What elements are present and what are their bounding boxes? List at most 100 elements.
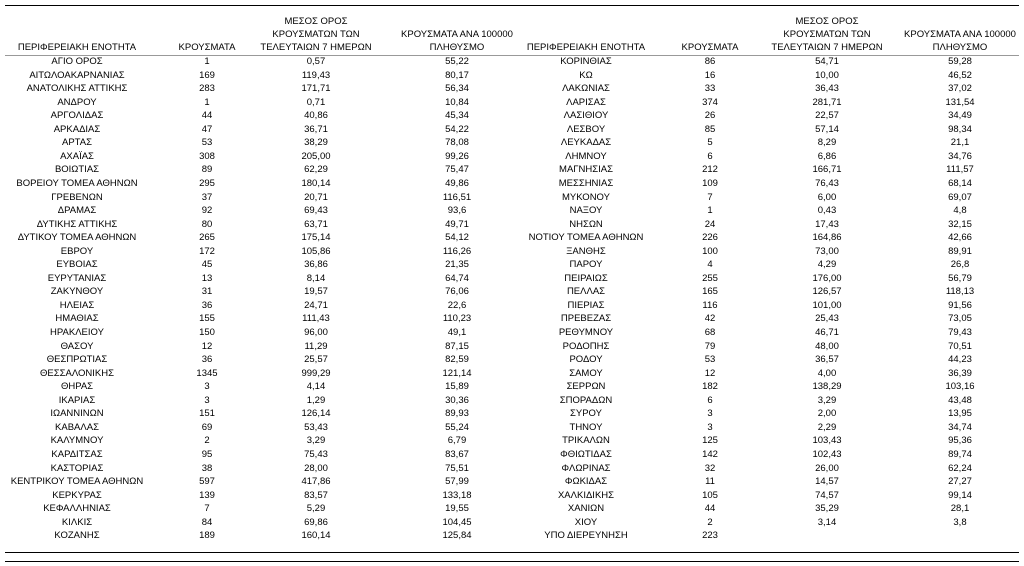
weekly-average-cell: 0,57	[306, 56, 326, 67]
per-100k-cell: 103,16	[945, 381, 975, 393]
per-100k-cell: 44,23	[948, 354, 972, 366]
per-100k-cell: 95,36	[948, 435, 972, 447]
per-100k-cell: 30,36	[445, 394, 469, 406]
cases-cell: 155	[199, 313, 215, 325]
per-100k-cell: 79,43	[948, 327, 972, 338]
per-100k-cell: 46,52	[948, 69, 972, 81]
per-100k-cell: 57,99	[445, 476, 469, 488]
cases-cell: 44	[201, 110, 213, 122]
column-header: ΠΕΡΙΦΕΡΕΙΑΚΗ ΕΝΟΤΗΤΑ	[17, 42, 137, 53]
weekly-average-cell: 171,71	[301, 83, 331, 95]
region-cell: ΗΛΕΙΑΣ	[59, 299, 95, 311]
weekly-average-cell: 36,86	[304, 259, 328, 271]
cases-cell: 212	[702, 164, 718, 176]
per-100k-cell: 49,1	[447, 327, 467, 338]
region-cell: ΛΑΡΙΣΑΣ	[566, 96, 606, 108]
per-100k-cell: 49,71	[445, 218, 469, 230]
weekly-average-cell: 8,14	[306, 272, 326, 284]
cases-cell: 1	[204, 96, 210, 108]
cases-cell: 42	[704, 313, 716, 325]
weekly-average-cell: 4,00	[817, 367, 837, 379]
region-cell: ΓΡΕΒΕΝΩΝ	[51, 191, 103, 203]
per-100k-cell: 70,51	[948, 340, 972, 352]
bottom-rule	[5, 561, 1019, 562]
region-cell: ΔΥΤΙΚΟΥ ΤΟΜΕΑ ΑΘΗΝΩΝ	[17, 232, 137, 244]
region-cell: ΣΕΡΡΩΝ	[566, 381, 606, 393]
per-100k-cell: 34,74	[948, 421, 972, 433]
region-cell: ΒΟΡΕΙΟΥ ΤΟΜΕΑ ΑΘΗΝΩΝ	[16, 177, 138, 189]
weekly-average-cell: 53,43	[304, 421, 328, 433]
cases-cell: 125	[702, 435, 718, 447]
cases-cell: 80	[201, 218, 213, 230]
per-100k-cell: 13,95	[948, 408, 972, 420]
per-100k-cell: 111,57	[946, 164, 974, 176]
per-100k-cell: 118,13	[945, 286, 975, 298]
region-cell: ΗΜΑΘΙΑΣ	[55, 313, 99, 325]
cases-cell: 95	[201, 448, 213, 460]
region-cell: ΜΑΓΝΗΣΙΑΣ	[559, 164, 613, 176]
weekly-average-cell: 160,14	[301, 530, 331, 542]
per-100k-cell: 121,14	[442, 367, 472, 379]
per-100k-cell: 131,54	[945, 96, 975, 108]
weekly-average-cell: 36,43	[815, 83, 839, 95]
per-100k-cell: 64,74	[445, 272, 469, 284]
region-cell: ΚΕΦΑΛΛΗΝΙΑΣ	[43, 503, 111, 515]
per-100k-cell: 133,18	[442, 489, 472, 501]
weekly-average-cell: 164,86	[812, 232, 842, 244]
region-cell: ΠΕΙΡΑΙΩΣ	[564, 272, 608, 284]
region-cell: ΚΩ	[579, 69, 593, 81]
per-100k-cell: 82,59	[445, 354, 469, 366]
weekly-average-cell: 25,57	[304, 354, 328, 366]
per-100k-cell: 110,23	[442, 313, 472, 325]
region-cell: ΡΟΔΟΠΗΣ	[562, 340, 610, 352]
region-cell: ΑΧΑΪΑΣ	[60, 150, 94, 162]
per-100k-cell: 104,45	[442, 516, 472, 528]
column-header: ΚΡΟΥΣΜΑΤΑ	[178, 42, 236, 53]
weekly-average-cell: 102,43	[812, 448, 842, 460]
cases-cell: 374	[702, 96, 718, 108]
weekly-average-cell: 38,29	[304, 137, 328, 149]
per-100k-cell: 87,15	[445, 340, 469, 352]
per-100k-cell: 27,27	[948, 476, 972, 488]
weekly-average-cell: 10,00	[815, 69, 839, 81]
weekly-average-cell: 57,14	[815, 123, 839, 135]
cases-cell: 12	[704, 367, 716, 379]
per-100k-cell: 89,74	[948, 448, 972, 460]
per-100k-cell: 49,86	[445, 177, 469, 189]
per-100k-cell: 89,91	[948, 245, 972, 257]
weekly-average-cell: 28,00	[304, 462, 328, 474]
weekly-average-cell: 20,71	[304, 191, 328, 203]
per-100k-cell: 73,05	[948, 313, 972, 325]
per-100k-cell: 10,84	[445, 96, 469, 108]
region-cell: ΔΥΤΙΚΗΣ ΑΤΤΙΚΗΣ	[36, 218, 118, 230]
per-100k-cell: 21,35	[445, 259, 469, 271]
region-cell: ΞΑΝΘΗΣ	[566, 245, 606, 257]
cases-cell: 116	[702, 299, 718, 311]
column-header: ΠΕΡΙΦΕΡΕΙΑΚΗ ΕΝΟΤΗΤΑ	[526, 42, 646, 53]
cases-cell: 84	[201, 516, 213, 528]
per-100k-cell: 116,51	[442, 191, 472, 203]
per-100k-cell: 32,15	[948, 218, 972, 230]
cases-cell: 169	[199, 69, 215, 81]
cases-cell: 172	[199, 245, 215, 257]
weekly-average-cell: 17,43	[815, 218, 839, 230]
cases-cell: 45	[201, 259, 213, 271]
weekly-average-cell: 24,71	[304, 299, 328, 311]
weekly-average-cell: 73,00	[815, 245, 839, 257]
per-100k-cell: 76,06	[445, 286, 469, 298]
region-cell: ΚΙΛΚΙΣ	[61, 516, 93, 528]
per-100k-cell: 93,6	[447, 205, 467, 217]
cases-cell: 53	[704, 354, 716, 366]
per-100k-cell: 59,28	[948, 56, 972, 67]
weekly-average-cell: 205,00	[301, 150, 331, 162]
region-cell: ΤΡΙΚΑΛΩΝ	[562, 435, 610, 447]
per-100k-cell: 125,84	[442, 530, 472, 542]
cases-cell: 33	[704, 83, 716, 95]
region-cell: ΘΕΣΣΑΛΟΝΙΚΗΣ	[40, 367, 114, 379]
weekly-average-cell: 62,29	[304, 164, 328, 176]
per-100k-cell: 62,24	[948, 462, 972, 474]
per-100k-cell: 54,22	[445, 123, 469, 135]
region-cell: ΦΩΚΙΔΑΣ	[564, 476, 608, 488]
cases-cell: 53	[201, 137, 213, 149]
region-cell: ΔΡΑΜΑΣ	[57, 205, 97, 217]
